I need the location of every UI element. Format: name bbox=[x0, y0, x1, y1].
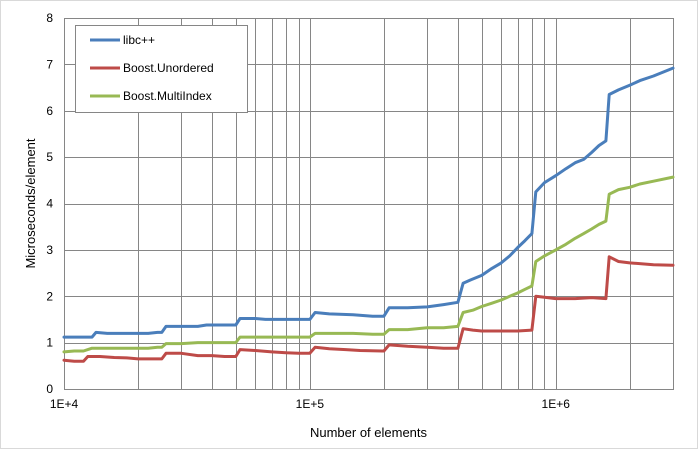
legend-label-boost-unordered: Boost.Unordered bbox=[123, 61, 214, 75]
legend: libc++ Boost.Unordered Boost.MultiIndex bbox=[75, 25, 248, 113]
x-tick-label: 1E+5 bbox=[296, 397, 325, 411]
legend-label-boost-multiindex: Boost.MultiIndex bbox=[123, 89, 212, 103]
y-tick-label: 6 bbox=[46, 104, 53, 118]
x-axis-title: Number of elements bbox=[310, 425, 428, 440]
y-tick-label: 8 bbox=[46, 11, 53, 25]
series-line-libc- bbox=[62, 66, 675, 339]
y-tick-label: 2 bbox=[46, 289, 53, 303]
y-tick-label: 0 bbox=[46, 382, 53, 396]
plot-area bbox=[64, 18, 674, 390]
series-line-boost-unordered bbox=[62, 255, 675, 363]
x-tick-label: 1E+4 bbox=[50, 397, 79, 411]
series-layer bbox=[62, 66, 675, 363]
y-tick-label: 4 bbox=[46, 197, 53, 211]
y-axis-title: Microseconds/element bbox=[23, 138, 38, 268]
x-tick-label: 1E+6 bbox=[542, 397, 571, 411]
y-tick-label: 7 bbox=[46, 57, 53, 71]
y-tick-label: 1 bbox=[46, 336, 53, 350]
series-line-boost-multiindex bbox=[62, 175, 675, 354]
tick-labels: 0 1 2 3 4 5 6 7 8 1E+4 1E+5 1E+6 bbox=[46, 11, 570, 411]
legend-label-libcxx: libc++ bbox=[123, 33, 155, 47]
y-tick-label: 3 bbox=[46, 243, 53, 257]
y-tick-label: 5 bbox=[46, 150, 53, 164]
